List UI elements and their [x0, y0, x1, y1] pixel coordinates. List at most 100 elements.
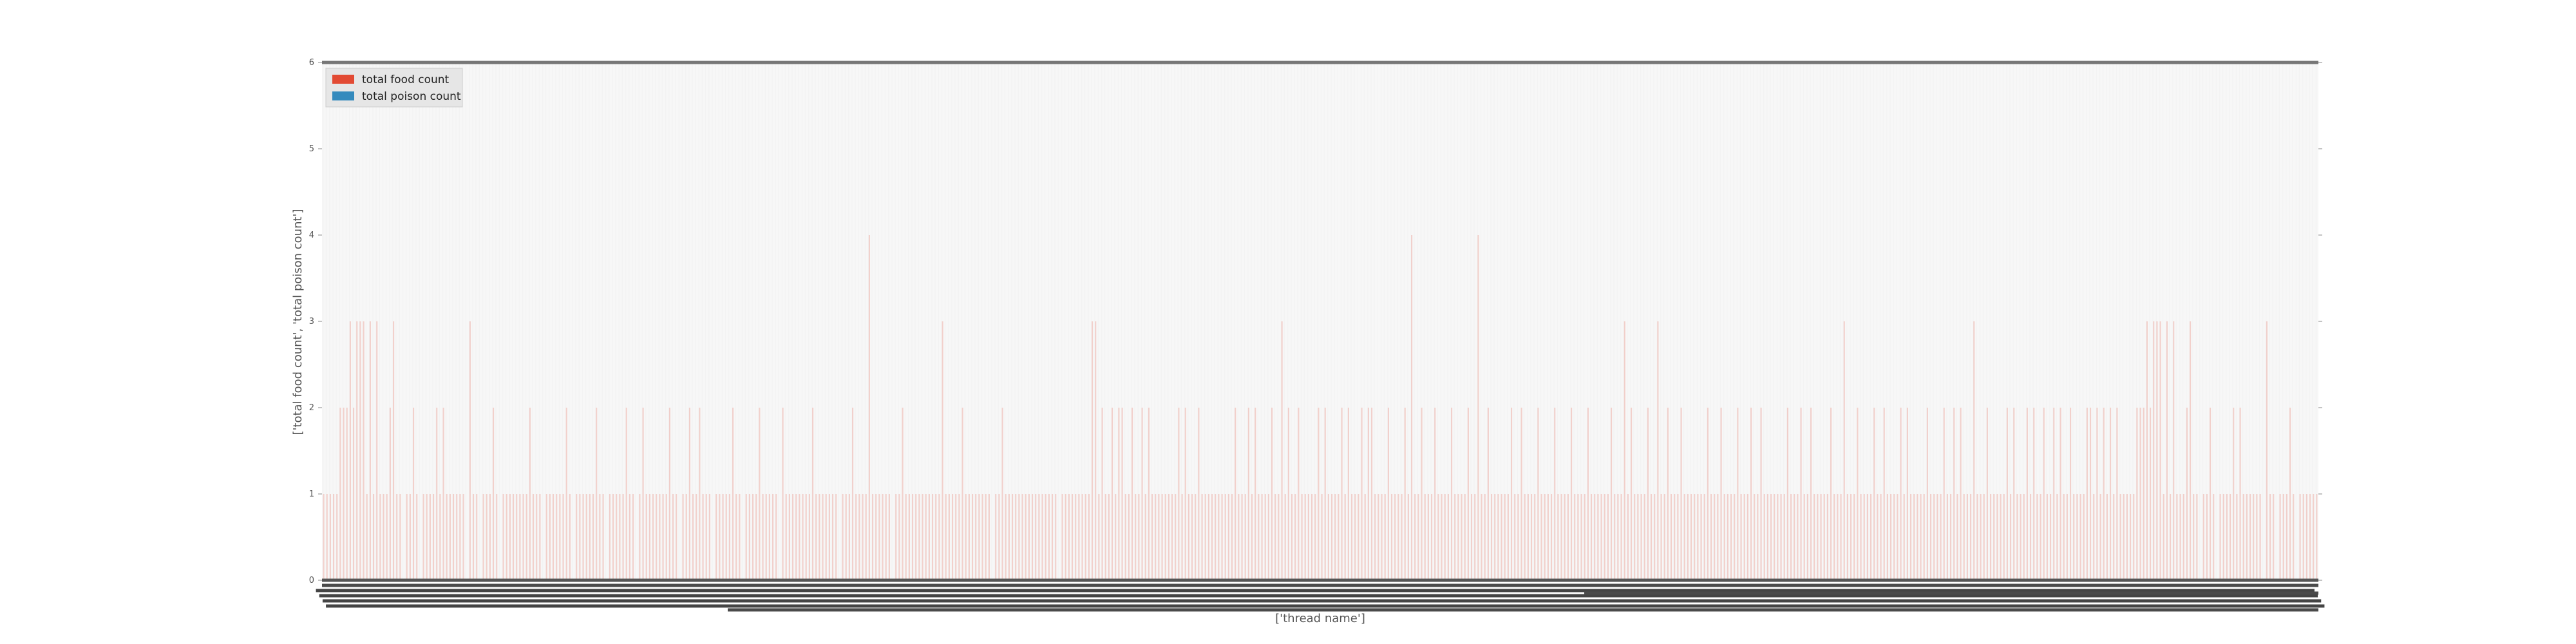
bar-slot-shade — [1104, 62, 1106, 580]
bar-food-count — [1770, 494, 1772, 580]
bar-slot-shade — [2275, 62, 2277, 580]
bar-food-count — [1727, 494, 1728, 580]
bar-food-count — [559, 494, 561, 580]
bar-food-count — [1211, 494, 1213, 580]
bar-food-count — [1763, 494, 1765, 580]
bar-slot-shade — [1350, 62, 1352, 580]
bar-food-count — [1837, 494, 1839, 580]
bar-food-count — [865, 494, 867, 580]
bar-food-count — [609, 494, 611, 580]
bar-food-count — [1168, 494, 1170, 580]
bar-food-count — [659, 494, 661, 580]
bar-food-count — [1960, 408, 1962, 580]
bar-food-count — [985, 494, 987, 580]
bar-food-count — [802, 494, 804, 580]
bar-slot-shade — [2179, 62, 2181, 580]
y-tick-label: 6 — [309, 58, 314, 68]
bar-food-count — [748, 494, 750, 580]
bar-slot-shade — [641, 62, 643, 580]
bar-slot-shade — [685, 62, 687, 580]
bar-food-count — [1235, 408, 1236, 580]
bar-food-count — [1797, 494, 1799, 580]
bar-food-count — [1674, 494, 1676, 580]
bar-slot-shade — [1560, 62, 1562, 580]
bar-food-count — [1591, 494, 1593, 580]
bar-food-count — [416, 494, 418, 580]
bar-food-count — [2136, 408, 2138, 580]
bar-slot-shade — [1117, 62, 1119, 580]
bar-food-count — [1647, 408, 1649, 580]
bar-food-count — [1038, 494, 1040, 580]
bar-food-count — [1694, 494, 1696, 580]
bar-slot-shade — [1343, 62, 1345, 580]
bar-food-count — [745, 494, 747, 580]
bar-food-count — [1814, 494, 1815, 580]
bar-food-count — [2116, 408, 2118, 580]
bar-food-count — [1278, 494, 1280, 580]
bar-slot-shade — [748, 62, 750, 580]
bar-food-count — [2236, 494, 2238, 580]
bar-food-count — [1367, 408, 1369, 580]
bar-food-count — [1381, 494, 1383, 580]
bar-food-count — [422, 494, 424, 580]
bar-food-count — [1920, 494, 1922, 580]
bar-slot-shade — [1806, 62, 1808, 580]
bar-slot-shade — [978, 62, 979, 580]
bar-food-count — [1387, 408, 1389, 580]
bar-food-count — [1084, 494, 1086, 580]
bar-food-count — [2040, 494, 2041, 580]
bar-slot-shade — [938, 62, 939, 580]
bar-slot-shade — [1799, 62, 1801, 580]
bar-slot-shade — [2139, 62, 2141, 580]
bar-slot-shade — [1184, 62, 1186, 580]
bar-food-count — [642, 408, 644, 580]
bar-food-count — [1271, 408, 1273, 580]
bar-food-count — [2293, 494, 2295, 580]
bar-food-count — [2036, 494, 2038, 580]
bar-food-count — [772, 494, 774, 580]
bar-slot-shade — [788, 62, 790, 580]
bar-food-count — [1231, 494, 1233, 580]
bar-food-count — [819, 494, 820, 580]
bar-slot-shade — [1530, 62, 1531, 580]
bar-food-count — [1707, 408, 1709, 580]
bar-slot-shade — [1157, 62, 1159, 580]
bar-food-count — [2253, 494, 2255, 580]
bar-slot-shade — [2219, 62, 2221, 580]
bar-food-count — [965, 494, 967, 580]
bar-food-count — [2119, 494, 2121, 580]
bar-food-count — [1471, 494, 1473, 580]
bar-food-count — [1910, 494, 1912, 580]
bar-food-count — [1926, 408, 1928, 580]
bar-slot-shade — [339, 62, 340, 580]
bar-food-count — [1121, 408, 1123, 580]
bar-food-count — [2016, 494, 2018, 580]
bar-food-count — [2006, 408, 2008, 580]
bar-slot-shade — [864, 62, 866, 580]
bar-food-count — [1331, 494, 1333, 580]
bar-food-count — [549, 494, 551, 580]
bar-slot-shade — [824, 62, 826, 580]
bar-food-count — [2150, 408, 2152, 580]
bar-food-count — [1148, 408, 1150, 580]
bar-food-count — [942, 321, 943, 580]
bar-food-count — [1101, 408, 1103, 580]
bar-slot-shade — [931, 62, 933, 580]
bar-slot-shade — [1513, 62, 1515, 580]
bar-food-count — [1660, 494, 1662, 580]
bar-food-count — [995, 494, 997, 580]
bar-slot-shade — [538, 62, 540, 580]
bar-food-count — [2202, 494, 2204, 580]
bar-slot-shade — [791, 62, 793, 580]
bar-food-count — [629, 494, 630, 580]
bar-food-count — [1401, 494, 1403, 580]
bar-slot-shade — [1633, 62, 1634, 580]
bar-slot-shade — [415, 62, 417, 580]
bar-food-count — [2246, 494, 2248, 580]
bar-food-count — [1514, 494, 1516, 580]
bar-food-count — [1198, 408, 1200, 580]
bar-food-count — [1314, 494, 1316, 580]
bar-food-count — [2193, 494, 2195, 580]
bar-slot-shade — [1719, 62, 1721, 580]
bar-slot-shade — [558, 62, 560, 580]
